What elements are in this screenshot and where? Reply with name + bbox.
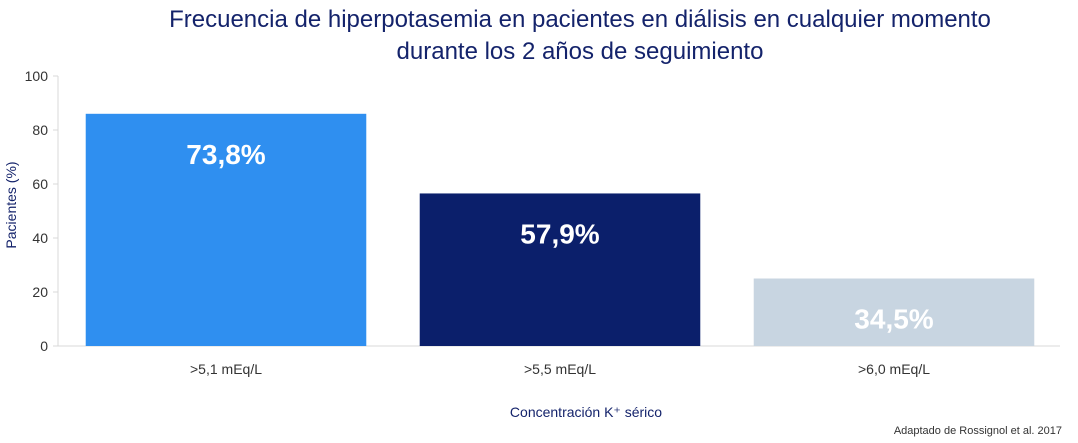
y-tick-label: 40	[32, 230, 48, 246]
y-axis-title: Pacientes (%)	[3, 161, 19, 248]
bar-3	[753, 278, 1035, 346]
x-category-label-3: >6,0 mEq/L	[858, 361, 930, 377]
bar-2	[419, 193, 701, 346]
chart-title-line-1: Frecuencia de hiperpotasemia en paciente…	[169, 6, 991, 33]
x-axis-category-labels: >5,1 mEq/L >5,5 mEq/L >6,0 mEq/L	[190, 361, 930, 377]
bar-data-label-3: 34,5%	[854, 304, 933, 335]
x-category-label-1: >5,1 mEq/L	[190, 361, 262, 377]
bar-data-label-1: 73,8%	[186, 139, 265, 170]
source-note: Adaptado de Rossignol et al. 2017	[894, 425, 1062, 437]
y-axis-ticks: 0 20 40 60 80 100	[25, 68, 58, 354]
chart-title-line-2: durante los 2 años de seguimiento	[397, 38, 764, 65]
y-tick-label: 60	[32, 176, 48, 192]
y-tick-label: 80	[32, 122, 48, 138]
x-category-label-2: >5,5 mEq/L	[524, 361, 596, 377]
y-tick-label: 100	[25, 68, 49, 84]
y-tick-label: 0	[40, 338, 48, 354]
bar-1	[85, 113, 367, 346]
x-axis-title: Concentración K⁺ sérico	[510, 404, 662, 420]
bar-data-label-2: 57,9%	[520, 218, 599, 249]
y-tick-label: 20	[32, 284, 48, 300]
bars-group: 73,8% 57,9% 34,5%	[85, 113, 1035, 346]
